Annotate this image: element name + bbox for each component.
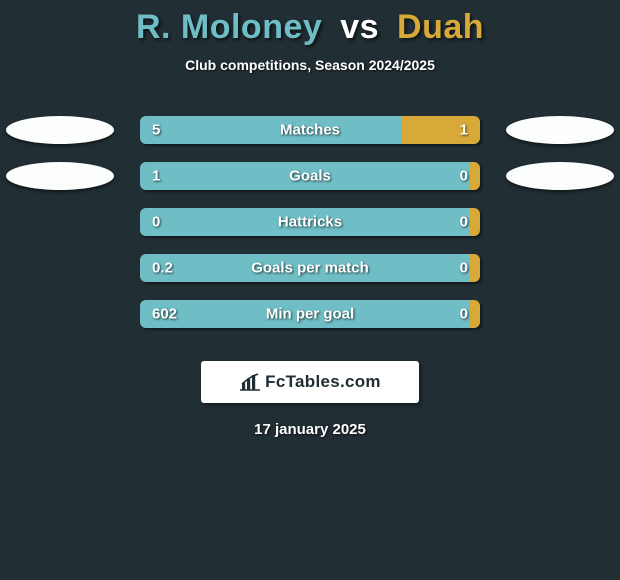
stat-value-left: 602 xyxy=(152,306,177,323)
stat-value-left: 0.2 xyxy=(152,260,173,277)
stat-row: 1 0 Goals xyxy=(0,153,620,199)
stat-label: Hattricks xyxy=(278,214,342,231)
stat-label: Matches xyxy=(280,122,340,139)
bar-chart-icon xyxy=(239,373,261,391)
stat-label: Goals per match xyxy=(251,260,369,277)
player-badge-left xyxy=(6,116,114,144)
stat-value-right: 0 xyxy=(460,306,468,323)
stat-row: 0.2 0 Goals per match xyxy=(0,245,620,291)
stat-bar: 0.2 0 Goals per match xyxy=(140,254,480,282)
stat-label: Min per goal xyxy=(266,306,354,323)
stat-bar: 602 0 Min per goal xyxy=(140,300,480,328)
stat-bar-right xyxy=(470,162,480,190)
stat-value-left: 1 xyxy=(152,168,160,185)
stat-bar: 5 1 Matches xyxy=(140,116,480,144)
stat-bar: 0 0 Hattricks xyxy=(140,208,480,236)
stat-bar-right xyxy=(402,116,480,144)
logo-text: FcTables.com xyxy=(265,372,381,392)
title-player1: R. Moloney xyxy=(136,8,322,46)
logo-box[interactable]: FcTables.com xyxy=(201,361,419,403)
subtitle: Club competitions, Season 2024/2025 xyxy=(0,57,620,73)
title-player2: Duah xyxy=(397,8,484,46)
stat-value-right: 0 xyxy=(460,260,468,277)
player-badge-left xyxy=(6,162,114,190)
stat-value-left: 0 xyxy=(152,214,160,231)
title-vs: vs xyxy=(340,8,379,46)
stat-bar-left xyxy=(140,116,402,144)
stat-value-right: 0 xyxy=(460,214,468,231)
stat-rows: 5 1 Matches 1 0 Goals 0 0 Hattricks 0.2 0 Goals per… xyxy=(0,107,620,337)
stat-bar-right xyxy=(470,254,480,282)
stat-value-left: 5 xyxy=(152,122,160,139)
stat-bar-right xyxy=(470,208,480,236)
stat-row: 602 0 Min per goal xyxy=(0,291,620,337)
stat-value-right: 0 xyxy=(460,168,468,185)
player-badge-right xyxy=(506,116,614,144)
player-badge-right xyxy=(506,162,614,190)
title-bar: R. Moloney vs Duah xyxy=(0,0,620,47)
stat-bar: 1 0 Goals xyxy=(140,162,480,190)
stat-row: 5 1 Matches xyxy=(0,107,620,153)
stat-label: Goals xyxy=(289,168,331,185)
stat-bar-right xyxy=(470,300,480,328)
stat-row: 0 0 Hattricks xyxy=(0,199,620,245)
date-text: 17 january 2025 xyxy=(0,421,620,438)
stat-value-right: 1 xyxy=(460,122,468,139)
